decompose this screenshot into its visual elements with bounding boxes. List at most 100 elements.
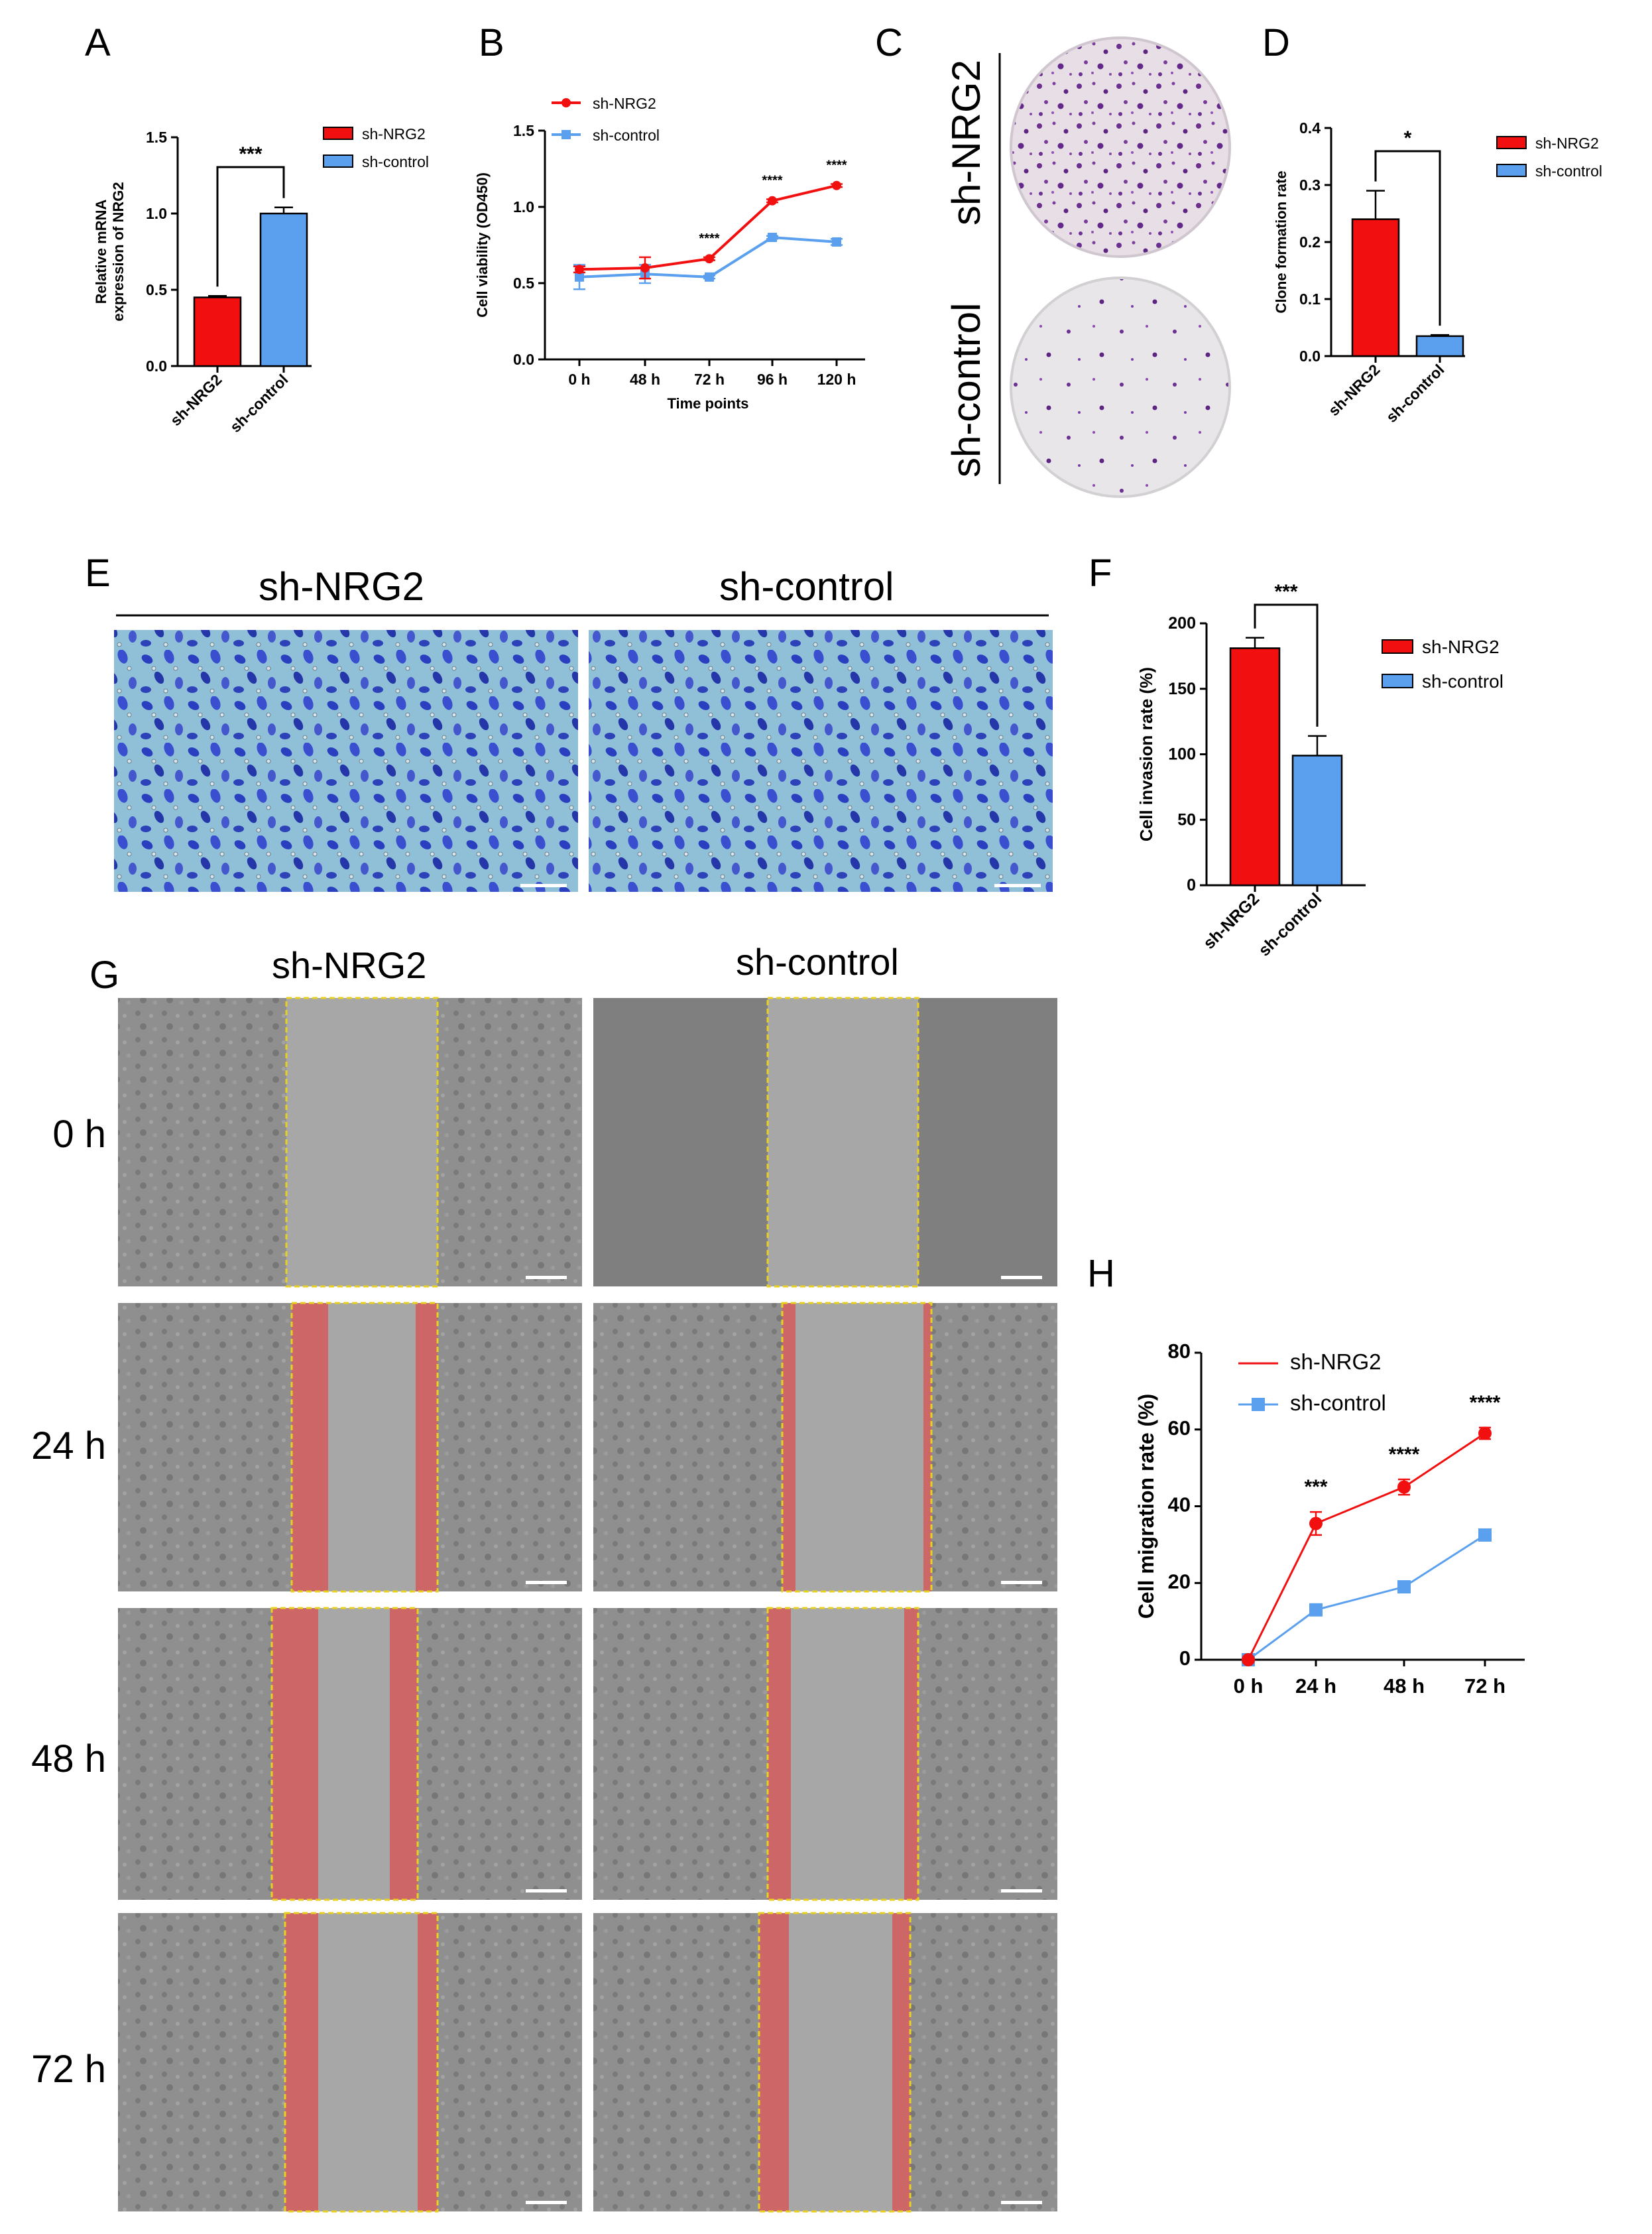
significance-label: **** xyxy=(1389,1444,1420,1465)
x-axis-label: Time points xyxy=(667,395,748,412)
data-point-sh-NRG2 xyxy=(640,263,650,273)
wound-boundary xyxy=(758,1912,912,2213)
y-tick-label: 50 xyxy=(1177,810,1196,829)
transwell-label-sh-nrg2: sh-NRG2 xyxy=(259,564,424,609)
transwell-image-sh-control xyxy=(589,630,1053,892)
y-tick-label: 60 xyxy=(1168,1416,1191,1440)
x-tick-label: 72 h xyxy=(1464,1674,1505,1698)
data-point-sh-NRG2 xyxy=(1309,1517,1323,1530)
transwell-label-sh-control: sh-control xyxy=(719,564,894,609)
significance-label: **** xyxy=(1470,1392,1501,1414)
scale-bar xyxy=(1001,2201,1042,2204)
y-axis-label: Cell invasion rate (%) xyxy=(1136,667,1156,841)
wound-gap xyxy=(768,1608,918,1900)
legend-swatch-sh-NRG2 xyxy=(323,127,353,140)
y-tick-label: 0.4 xyxy=(1299,119,1321,137)
migration-area xyxy=(904,1608,918,1900)
legend-label: sh-NRG2 xyxy=(593,95,656,112)
scale-bar xyxy=(526,1581,567,1584)
y-tick-label: 100 xyxy=(1168,745,1196,764)
legend-swatch-sh-NRG2 xyxy=(1496,136,1527,149)
x-tick-label: 24 h xyxy=(1295,1674,1336,1698)
wound-gap xyxy=(768,998,918,1286)
series-line-sh-NRG2 xyxy=(1247,1432,1486,1660)
x-tick-label: sh-NRG2 xyxy=(167,371,225,429)
timepoint-label: 72 h xyxy=(31,2048,106,2091)
panel-letter-g: G xyxy=(89,954,119,997)
migration-area xyxy=(923,1303,931,1591)
y-tick-label: 0.1 xyxy=(1299,290,1321,308)
data-point-sh-NRG2 xyxy=(575,265,584,275)
bar-sh-NRG2 xyxy=(1229,647,1281,887)
legend-label: sh-control xyxy=(1290,1391,1386,1415)
scale-bar xyxy=(1001,1276,1042,1279)
y-axis-label: Cell migration rate (%) xyxy=(1134,1394,1158,1619)
migration-area xyxy=(292,1303,328,1591)
legend-swatch-sh-control xyxy=(323,155,353,168)
data-point-sh-control xyxy=(1397,1580,1411,1594)
legend-label: sh-NRG2 xyxy=(362,125,426,143)
data-point-sh-control xyxy=(705,272,714,282)
chart-d-clone-formation: 0.00.10.20.30.4sh-NRG2 sh-control*Clone f… xyxy=(1273,119,1602,426)
significance-label: *** xyxy=(1274,581,1297,603)
scale-bar xyxy=(520,884,567,887)
significance-label: *** xyxy=(239,143,262,165)
y-tick-label: 1.5 xyxy=(146,129,167,146)
wound-boundary xyxy=(766,1607,919,1901)
migration-area xyxy=(272,1608,318,1900)
series-line-sh-control xyxy=(1248,1534,1486,1661)
legend-marker xyxy=(1252,1398,1265,1411)
legend-label: sh-NRG2 xyxy=(1422,637,1500,657)
panel-letter-e: E xyxy=(85,552,111,595)
data-point-sh-NRG2 xyxy=(1478,1426,1492,1440)
bar-sh-NRG2 xyxy=(1351,218,1400,357)
colony-plate-sh-control xyxy=(1010,277,1231,498)
legend-swatch-sh-NRG2 xyxy=(1382,639,1413,654)
data-point-sh-control xyxy=(575,272,584,282)
y-tick-label: 80 xyxy=(1168,1339,1191,1363)
timepoint-label: 0 h xyxy=(52,1113,106,1156)
migration-area xyxy=(390,1608,418,1900)
x-tick-label: 96 h xyxy=(757,371,788,388)
y-tick-label: 1.0 xyxy=(513,198,534,216)
wound-label-sh-control: sh-control xyxy=(736,941,899,983)
y-tick-label: 20 xyxy=(1168,1570,1191,1593)
panel-letter-a: A xyxy=(85,21,111,64)
scale-bar xyxy=(994,884,1041,887)
wound-boundary xyxy=(766,997,919,1288)
wound-healing-grid: 0 h 24 h 48 h 72 h xyxy=(31,997,1057,2213)
scale-bar xyxy=(526,2201,567,2204)
wound-boundary xyxy=(290,1302,439,1593)
migration-area xyxy=(416,1303,438,1591)
significance-bracket xyxy=(216,166,285,287)
migration-area xyxy=(418,1913,438,2211)
data-point-sh-NRG2 xyxy=(768,196,777,206)
chart-b-cell-viability: 0.0 0.5 1.0 1.5 0 h 48 h 72 h 96 h 120 h **** ****… xyxy=(474,95,865,412)
scale-bar xyxy=(526,1276,567,1279)
bar-sh-NRG2 xyxy=(193,296,242,367)
bar-sh-control xyxy=(1291,755,1343,887)
scale-bar xyxy=(1001,1581,1042,1584)
y-tick-label: 0.5 xyxy=(513,275,534,292)
wound-boundary xyxy=(285,997,439,1288)
x-tick-label: 48 h xyxy=(630,371,660,388)
y-tick-label: 0.0 xyxy=(1299,347,1321,365)
migration-area xyxy=(759,1913,789,2211)
legend-label: sh-NRG2 xyxy=(1535,135,1599,152)
significance-label: **** xyxy=(699,231,719,246)
timepoint-label: 24 h xyxy=(31,1424,106,1467)
wound-gap xyxy=(286,998,438,1286)
x-tick-label: 0 h xyxy=(1234,1674,1264,1698)
y-tick-label: 0 xyxy=(1179,1646,1191,1670)
y-tick-label: 0.0 xyxy=(146,357,167,375)
legend-label: sh-control xyxy=(362,153,429,170)
significance-label: *** xyxy=(1304,1476,1327,1498)
wound-gap xyxy=(782,1303,931,1591)
colony-label-sh-control: sh-control xyxy=(944,303,988,477)
data-point-sh-NRG2 xyxy=(705,254,714,264)
panel-letter-f: F xyxy=(1089,552,1112,595)
x-tick-label: sh-control xyxy=(227,371,292,436)
significance-bracket xyxy=(1254,603,1319,727)
y-axis-label: expression of NRG2 xyxy=(110,182,127,321)
